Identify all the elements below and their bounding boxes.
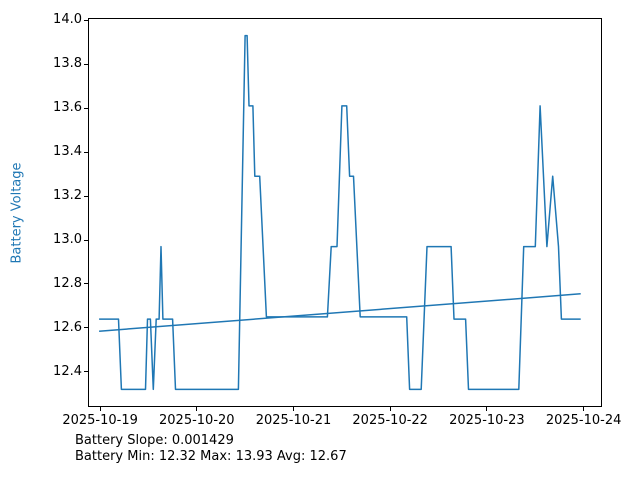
y-tick-mark [84, 283, 88, 285]
x-tick-label: 2025-10-24 [545, 413, 622, 428]
y-tick-mark [84, 19, 88, 21]
x-tick-label: 2025-10-21 [255, 413, 332, 428]
y-tick-label: 12.4 [53, 363, 82, 379]
x-tick-mark [389, 407, 391, 411]
battery-voltage-line [99, 34, 581, 391]
battery-trend-line [99, 293, 581, 332]
y-tick-label: 13.4 [53, 144, 82, 160]
y-tick-label: 12.8 [53, 275, 82, 291]
y-tick-mark [84, 107, 88, 109]
y-tick-label: 13.2 [53, 188, 82, 203]
y-tick-mark [84, 371, 88, 373]
x-tick-mark [293, 407, 294, 411]
x-tick-mark [196, 407, 198, 411]
x-tick-label: 2025-10-23 [449, 413, 525, 428]
y-axis-label: Battery Voltage [9, 162, 25, 264]
y-tick-mark [84, 195, 88, 197]
x-tick-mark [486, 407, 488, 411]
x-tick-label: 2025-10-22 [352, 413, 428, 428]
chart-annotation: Battery Slope: 0.001429 Battery Min: 12.… [75, 433, 347, 465]
y-tick-label: 13.8 [53, 56, 82, 72]
annotation-slope: Battery Slope: 0.001429 [75, 433, 234, 448]
y-tick-mark [84, 327, 88, 329]
y-tick-label: 14.0 [53, 12, 82, 28]
x-tick-mark [99, 407, 101, 411]
x-tick-mark [583, 407, 585, 411]
y-tick-mark [84, 151, 88, 153]
annotation-min-max-avg: Battery Min: 12.32 Max: 13.93 Avg: 12.67 [75, 449, 347, 464]
x-tick-label: 2025-10-19 [62, 413, 138, 428]
y-tick-label: 13.0 [53, 232, 82, 247]
x-tick-label: 2025-10-20 [159, 413, 235, 428]
y-tick-mark [84, 63, 88, 65]
line-chart-svg [99, 34, 581, 391]
y-tick-mark [84, 239, 88, 241]
y-tick-label: 13.6 [53, 100, 82, 116]
plot-area [88, 18, 602, 407]
y-tick-label: 12.6 [53, 319, 82, 335]
